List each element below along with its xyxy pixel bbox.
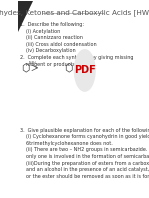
Polygon shape [18,1,33,32]
Circle shape [74,50,95,91]
Text: PDF: PDF [74,65,96,75]
Text: NaBH₄: NaBH₄ [29,61,38,65]
Text: Aldehydes, Ketones and Carboxylic Acids [HW 2]: Aldehydes, Ketones and Carboxylic Acids … [0,9,149,16]
Text: 1.  Describe the following:
    (i) Acetylation
    (ii) Cannizzaro reaction
   : 1. Describe the following: (i) Acetylati… [20,22,149,179]
